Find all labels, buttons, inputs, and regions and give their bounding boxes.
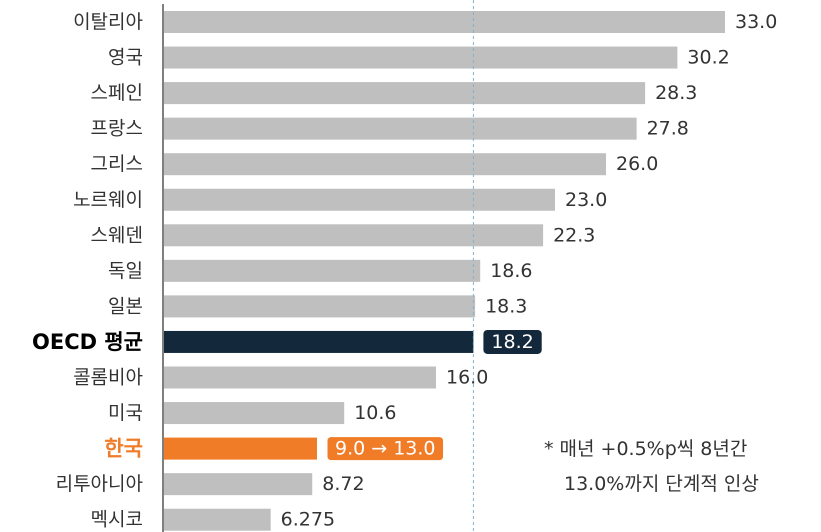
bar: [164, 508, 271, 531]
bar: [164, 117, 637, 140]
bar: [164, 473, 313, 496]
bar: [164, 46, 678, 69]
category-label: 스페인: [91, 82, 143, 104]
value-label: 23.0: [565, 189, 607, 211]
bar: [164, 295, 476, 318]
category-label: 멕시코: [91, 509, 143, 531]
bar: [164, 402, 345, 425]
bar: [164, 153, 606, 176]
bar: [164, 259, 481, 282]
bar: [164, 82, 646, 105]
value-label: 16.0: [446, 367, 488, 389]
category-label: 이탈리아: [73, 11, 143, 33]
category-label: 일본: [108, 295, 143, 317]
value-label: 8.72: [322, 473, 364, 495]
category-label: 그리스: [91, 153, 143, 175]
bar: [164, 437, 317, 460]
bar: [164, 11, 725, 33]
category-label: 노르웨이: [73, 189, 143, 211]
value-label: 27.8: [647, 118, 689, 140]
category-label: 리투아니아: [56, 473, 143, 495]
annotation: 13.0%까지 단계적 인상: [564, 473, 759, 495]
value-label: 18.2: [491, 331, 533, 353]
category-label: 프랑스: [91, 118, 143, 140]
value-label: 26.0: [616, 153, 658, 175]
bar: [164, 188, 555, 211]
value-label: 6.275: [281, 509, 335, 531]
value-label: 30.2: [687, 47, 729, 69]
value-label: 10.6: [354, 402, 396, 424]
annotation: * 매년 +0.5%p씩 8년간: [544, 438, 747, 460]
category-label: 한국: [104, 437, 143, 461]
value-label: 28.3: [655, 82, 697, 104]
value-label: 33.0: [735, 11, 777, 33]
category-label: 영국: [108, 47, 143, 69]
category-label: 미국: [108, 402, 143, 424]
value-label-box: [326, 436, 445, 462]
category-label: 스웨덴: [91, 224, 143, 246]
value-label: 18.3: [485, 295, 527, 317]
bar: [164, 330, 474, 353]
category-label: 콜롬비아: [73, 367, 143, 389]
category-label: OECD 평균: [32, 330, 143, 354]
value-label: 22.3: [553, 224, 595, 246]
bar: [164, 366, 436, 389]
value-label: 9.0 → 13.0: [335, 438, 436, 460]
value-label: 18.6: [490, 260, 532, 282]
category-label: 독일: [108, 260, 143, 282]
value-label-box: [483, 329, 542, 354]
bar: [164, 224, 544, 247]
